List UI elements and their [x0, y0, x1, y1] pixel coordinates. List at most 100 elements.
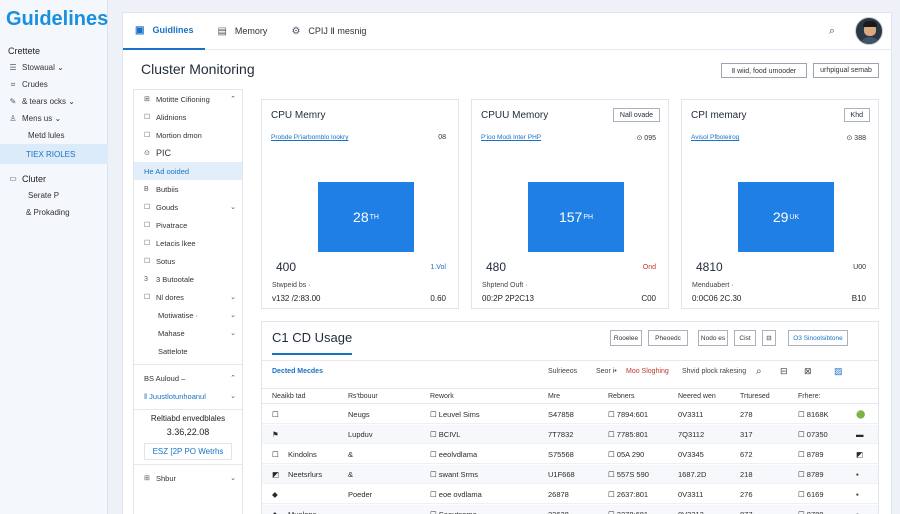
- tree-item[interactable]: ☐ Nl dores ⌄: [144, 292, 236, 302]
- tab-cpu[interactable]: ⚙ CPIJ Ⅱ mesnig: [291, 25, 367, 37]
- card-link[interactable]: Avisol Pfboleirog: [691, 134, 740, 141]
- tree-item[interactable]: ⊙ PIC: [144, 148, 172, 158]
- table-cell: 278: [740, 409, 753, 419]
- col-header[interactable]: Neered wen: [678, 392, 716, 400]
- card-foot-right: B10: [851, 294, 866, 303]
- tree-footer[interactable]: ⊞ Shbur ⌄: [144, 473, 236, 483]
- tree-item[interactable]: ☐ Pivatrace: [144, 220, 188, 230]
- tree-item[interactable]: B Butbiis: [144, 184, 179, 194]
- nav-item[interactable]: ▭ Cluter: [9, 173, 47, 184]
- card-button[interactable]: Nall ovade: [612, 108, 660, 122]
- search-icon[interactable]: ⌕: [828, 25, 835, 37]
- table-cell: ☐ BCIVL: [430, 429, 461, 439]
- tree-item[interactable]: Sattelote: [158, 346, 188, 356]
- grid-icon[interactable]: ⊠: [804, 366, 812, 376]
- tab-guidlines[interactable]: ▣ Guidlines: [123, 13, 206, 50]
- table-cell: ☐ 07350: [798, 429, 828, 439]
- col-header[interactable]: Mre: [548, 392, 561, 400]
- card-title: CPU Memry: [271, 110, 326, 121]
- table-cell: Muelons: [288, 509, 317, 514]
- card-note: Ond: [642, 264, 656, 271]
- usage-button-4[interactable]: Cist: [734, 330, 756, 346]
- card-link-num: ⊙ 095: [636, 135, 657, 142]
- tree-item[interactable]: ☐ Gouds ⌄: [144, 202, 236, 212]
- nav-item[interactable]: & Prokading: [26, 208, 70, 217]
- bar-item[interactable]: Sulrieeos: [548, 368, 578, 375]
- bar-item[interactable]: Shvid plock rakesing: [682, 368, 747, 375]
- card-link[interactable]: Probde Pi'iarbomblo lookry: [271, 134, 349, 141]
- tree-section-auloud[interactable]: BS Auloud – ⌃: [144, 373, 236, 383]
- table-row[interactable]: ◆ Muelons ☐ Sooutsome 22628 ☐ 2278:681 0V3312…: [262, 505, 878, 514]
- tree-item[interactable]: Motiwatise · ⌄: [158, 310, 236, 320]
- table-cell: ☐ Sooutsome: [430, 509, 477, 514]
- table-row[interactable]: ◩ Neetsrlurs & ☐ swant Srms U1F668 ☐ 557S 590…: [262, 465, 878, 484]
- nav-item[interactable]: Serate P: [28, 191, 60, 200]
- avatar[interactable]: [855, 17, 883, 45]
- tree-item[interactable]: He Ad ooided: [134, 162, 242, 180]
- nav-item[interactable]: Crettete: [8, 45, 41, 56]
- tree-item[interactable]: ⊞ Motitte Cifioning ⌃: [144, 94, 236, 104]
- usage-button-6[interactable]: O3 Sinoolsibtone: [788, 330, 848, 346]
- row-icon[interactable]: ◩: [272, 469, 280, 479]
- bar-item[interactable]: Seor i•: [596, 368, 617, 375]
- tree-item[interactable]: ☐ Letacis lkee: [144, 238, 196, 248]
- search-icon[interactable]: ⌕: [756, 366, 762, 377]
- table-icon[interactable]: ⊟: [780, 366, 788, 376]
- card-note: 1.Vol: [430, 264, 446, 271]
- user-icon: ♙: [9, 114, 17, 123]
- usage-button-1[interactable]: Rooelee: [610, 330, 642, 346]
- usage-button-2[interactable]: Pheoedc: [648, 330, 688, 346]
- row-icon[interactable]: ◆: [272, 509, 278, 514]
- nav-item[interactable]: TIEX RIOLES: [0, 144, 108, 164]
- tree-item[interactable]: Mahase ⌄: [158, 328, 236, 338]
- nav-item[interactable]: ✎ & tears ocks ⌄: [9, 97, 75, 106]
- col-header[interactable]: Neaikb tad: [272, 392, 306, 400]
- table-cell: 877: [740, 509, 753, 514]
- row-icon[interactable]: ☐: [272, 409, 279, 419]
- bar-item[interactable]: Moo Sloghing: [626, 368, 669, 375]
- tree-item[interactable]: ☐ Alidnions: [144, 112, 187, 122]
- row-status-icon: ▪: [856, 509, 859, 514]
- table-cell: 672: [740, 449, 753, 459]
- row-icon[interactable]: ◆: [272, 489, 278, 499]
- left-sidebar: Guidelines Crettete ☰ Stowaual ⌄ ⌗ Crudes ✎ & …: [0, 0, 108, 514]
- metric-card-1: CPU Memry Probde Pi'iarbomblo lookry 08 …: [261, 99, 459, 309]
- nav-item[interactable]: ☰ Stowaual ⌄: [9, 63, 64, 72]
- col-header[interactable]: Frhere:: [798, 392, 821, 400]
- col-header[interactable]: Rebners: [608, 392, 635, 400]
- card-button[interactable]: Khd: [843, 108, 870, 122]
- card-big-number: 4810: [696, 260, 723, 274]
- col-header[interactable]: Trturesed: [740, 392, 770, 400]
- card-link[interactable]: P'ioo Modi Inter PHP: [481, 134, 542, 141]
- nav-item[interactable]: Metd lules: [28, 131, 65, 140]
- table-row[interactable]: ◆ Poeder ☐ eoe ovdlama 26878 ☐ 2637:801 0V331…: [262, 485, 878, 504]
- tab-memory[interactable]: ▤ Memory: [217, 25, 268, 37]
- table-cell: Neetsrlurs: [288, 469, 323, 479]
- image-icon[interactable]: ▨: [834, 366, 843, 376]
- card-sub: Shptend Ouft ·: [482, 282, 528, 289]
- table-row[interactable]: ⚑ Lupduv ☐ BCIVL 7T7832 ☐ 7785:801 7Q3112 317 ☐…: [262, 425, 878, 444]
- table-row[interactable]: ☐ Kindolns & ☐ eeolvdlama S75568 ☐ 05A 290 0V3…: [262, 445, 878, 464]
- nav-item[interactable]: ♙ Mens us ⌄: [9, 114, 62, 123]
- nav-item[interactable]: ⌗ Crudes: [0, 76, 108, 93]
- tree-item[interactable]: ☐ Sotus: [144, 256, 176, 266]
- table-cell: &: [348, 469, 354, 479]
- header-button-1[interactable]: Ⅱ wiid, food umooder: [721, 63, 807, 78]
- col-header[interactable]: Rework: [430, 392, 454, 400]
- usage-button-5[interactable]: ⊟: [762, 330, 776, 346]
- page-title: Cluster Monitoring: [141, 61, 255, 77]
- row-icon[interactable]: ☐: [272, 449, 279, 459]
- row-icon[interactable]: ⚑: [272, 429, 279, 439]
- table-row[interactable]: ☐ Neugs ☐ Leuvel Sims S47858 ☐ 7894:601 0V331…: [262, 405, 878, 424]
- col-header[interactable]: Rs'tbouur: [348, 392, 378, 400]
- card-title: CPUU Memory: [481, 110, 549, 121]
- card-value-box: 29 UK: [738, 182, 834, 252]
- usage-filter[interactable]: Dected Mecdes: [272, 368, 323, 375]
- tree-item[interactable]: ☐ Mortion dmon: [144, 130, 202, 140]
- row-status-icon: ◩: [856, 449, 864, 459]
- stat-button[interactable]: ESZ [2P PO Wetrhs: [144, 443, 232, 460]
- header-button-2[interactable]: urhpigual semab: [813, 63, 879, 78]
- usage-button-3[interactable]: Nodo es: [698, 330, 728, 346]
- tree-section-sub[interactable]: ‖ Juustlotunhoanul ⌄: [144, 391, 236, 401]
